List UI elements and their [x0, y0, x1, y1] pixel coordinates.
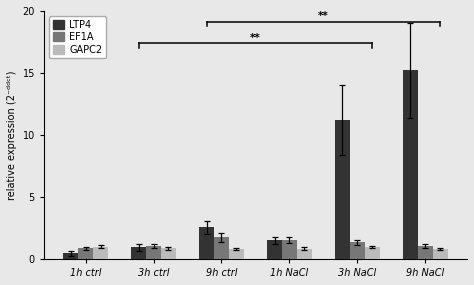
Bar — [131, 247, 146, 259]
Bar — [418, 246, 433, 259]
Bar — [350, 242, 365, 259]
Y-axis label: relative expression (2⁻ᵈᵈᶜᵗ): relative expression (2⁻ᵈᵈᶜᵗ) — [7, 70, 17, 200]
Text: **: ** — [250, 32, 261, 42]
Bar — [199, 227, 214, 259]
Legend: LTP4, EF1A, GAPC2: LTP4, EF1A, GAPC2 — [49, 16, 106, 58]
Bar — [63, 253, 78, 259]
Text: **: ** — [318, 11, 329, 21]
Bar — [93, 247, 108, 259]
Bar — [267, 241, 282, 259]
Bar — [433, 249, 448, 259]
Bar — [161, 248, 176, 259]
Bar — [146, 246, 161, 259]
Bar — [229, 249, 244, 259]
Bar — [335, 120, 350, 259]
Bar — [214, 237, 229, 259]
Bar — [78, 249, 93, 259]
Bar — [403, 70, 418, 259]
Bar — [365, 247, 380, 259]
Bar — [282, 240, 297, 259]
Bar — [297, 249, 312, 259]
